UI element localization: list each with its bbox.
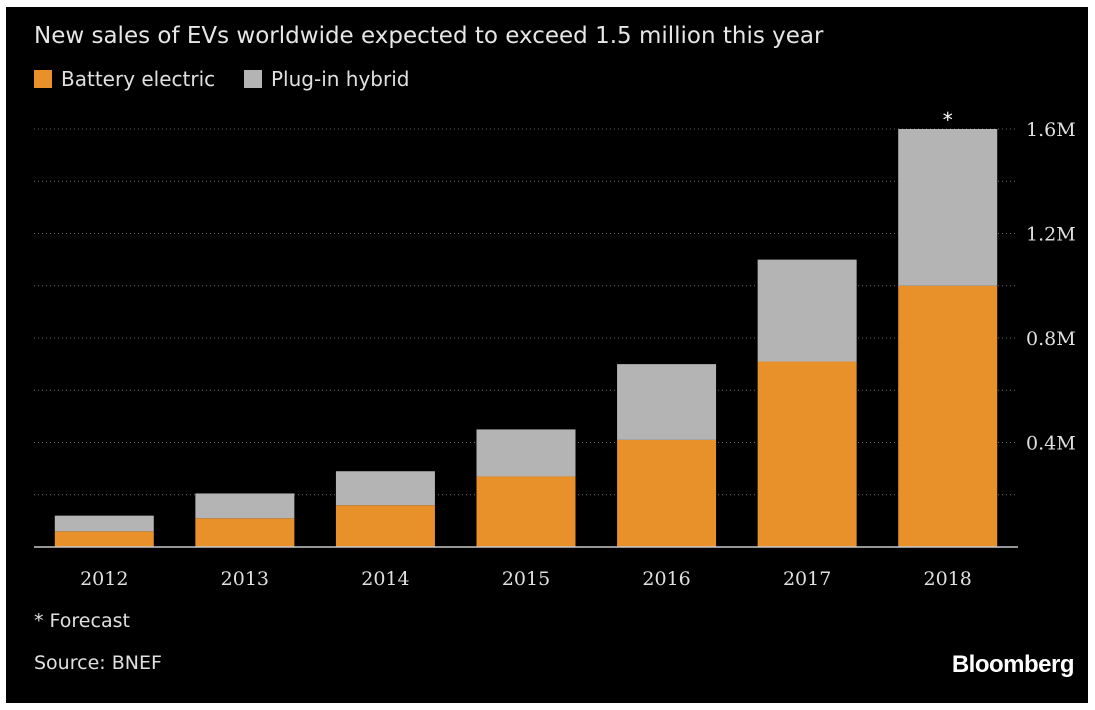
legend-swatch-plug-in-hybrid xyxy=(244,70,262,88)
bar-battery-electric-2014 xyxy=(335,505,435,547)
bloomberg-logo: Bloomberg xyxy=(951,651,1075,678)
bar-plug-in-hybrid-2015 xyxy=(476,429,576,477)
bar-battery-electric-2017 xyxy=(757,361,857,547)
y-tick-label-0.8M: 0.8M xyxy=(1026,328,1076,350)
x-tick-label-2012: 2012 xyxy=(80,568,128,590)
bar-battery-electric-2016 xyxy=(617,439,717,547)
legend-label-battery-electric: Battery electric xyxy=(61,67,216,91)
x-tick-label-2016: 2016 xyxy=(642,568,690,590)
bar-battery-electric-2015 xyxy=(476,476,576,547)
y-tick-label-1.6M: 1.6M xyxy=(1026,119,1076,141)
x-tick-label-2014: 2014 xyxy=(361,568,409,590)
bar-plug-in-hybrid-2014 xyxy=(335,471,435,506)
x-tick-label-2017: 2017 xyxy=(783,568,831,590)
legend-label-plug-in-hybrid: Plug-in hybrid xyxy=(271,67,410,91)
y-tick-label-1.2M: 1.2M xyxy=(1026,224,1076,246)
bar-plug-in-hybrid-2017 xyxy=(757,259,857,362)
bar-plug-in-hybrid-2012 xyxy=(54,515,154,532)
chart-frame: New sales of EVs worldwide expected to e… xyxy=(6,7,1088,703)
bar-battery-electric-2012 xyxy=(54,531,154,547)
bar-chart: 2012 2013 2014 2015 2016 2017 2018 * 0.4M 0.8M 1.2… xyxy=(34,108,1076,590)
x-tick-label-2013: 2013 xyxy=(221,568,269,590)
x-tick-label-2015: 2015 xyxy=(502,568,550,590)
legend-swatch-battery-electric xyxy=(34,70,52,88)
x-tick-label-2018: 2018 xyxy=(924,568,972,590)
forecast-footnote: * Forecast xyxy=(34,610,130,632)
source-note: Source: BNEF xyxy=(34,652,162,674)
bar-plug-in-hybrid-2018 xyxy=(898,129,998,286)
bar-plug-in-hybrid-2016 xyxy=(617,364,717,440)
bar-battery-electric-2018 xyxy=(898,285,998,547)
bar-plug-in-hybrid-2013 xyxy=(195,493,295,519)
forecast-marker: * xyxy=(943,108,953,132)
chart-title: New sales of EVs worldwide expected to e… xyxy=(34,23,824,49)
bar-battery-electric-2013 xyxy=(195,518,295,547)
y-tick-label-0.4M: 0.4M xyxy=(1026,433,1076,455)
